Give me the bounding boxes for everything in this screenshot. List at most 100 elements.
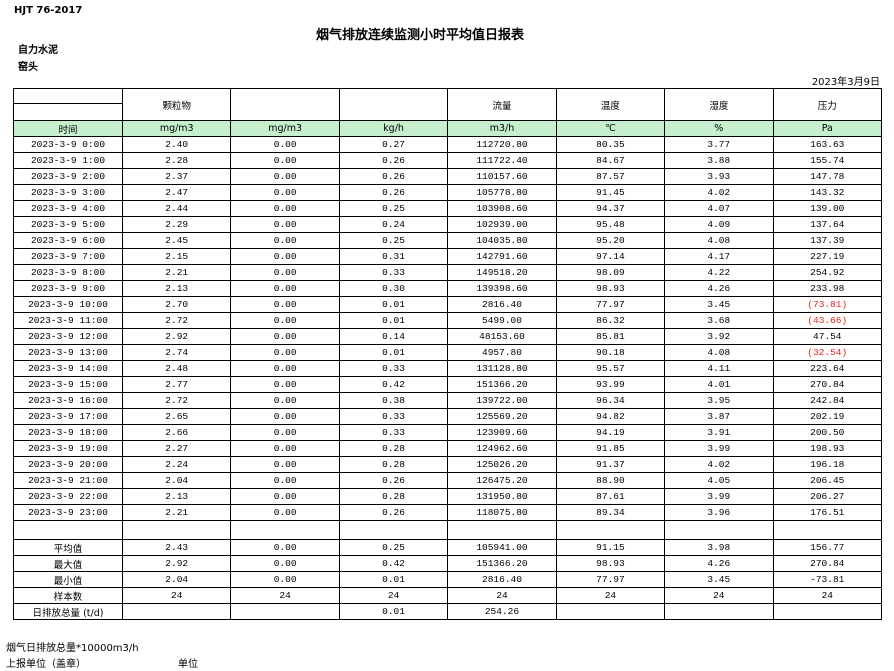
table-row: 2023-3-9 15:00 2.77 0.00 0.42 151366.20 93.99… (13, 376, 883, 393)
table-cell: 94.19 (555, 424, 666, 441)
report-date: 2023年3月9日 (811, 77, 880, 88)
table-cell: 0.01 (338, 312, 449, 329)
table-cell: 2.21 (121, 264, 232, 281)
table-cell: 0.00 (230, 472, 340, 489)
table-row: 2023-3-9 20:00 2.24 0.00 0.28 125026.20 91.37… (13, 456, 883, 473)
table-cell: 105778.80 (447, 184, 557, 201)
table-cell: kg/h (338, 120, 449, 137)
table-cell: 2023-3-9 5:00 (13, 216, 123, 233)
table-cell: 2023-3-9 14:00 (13, 360, 123, 377)
table-row: 2023-3-9 14:00 2.48 0.00 0.33 131128.80 95.57… (13, 360, 883, 377)
table-cell: Pa (772, 120, 883, 137)
table-cell: 2.13 (121, 488, 232, 505)
table-cell (664, 520, 774, 540)
table-cell: 124962.60 (447, 440, 557, 457)
table-cell: 颗粒物 (121, 88, 232, 121)
table-cell: 0.24 (338, 216, 449, 233)
table-cell: 139398.60 (447, 280, 557, 297)
table-cell (555, 603, 666, 620)
table-cell: 最大值 (13, 555, 123, 572)
table-cell: 91.37 (555, 456, 666, 473)
table-cell: 0.42 (338, 555, 449, 572)
table-cell: 2.70 (121, 296, 232, 313)
table-cell (121, 520, 232, 540)
table-cell: (43.66) (772, 312, 883, 329)
table-cell: 163.63 (772, 136, 883, 153)
table-cell: 0.27 (338, 136, 449, 153)
table-cell: 0.33 (338, 424, 449, 441)
table-cell: 94.82 (555, 408, 666, 425)
table-row: 2023-3-9 13:00 2.74 0.00 0.01 4957.80 90.18 4.… (13, 344, 883, 361)
table-cell: 0.00 (230, 232, 340, 249)
table-cell: -73.81 (772, 571, 883, 588)
footer-note: 烟气日排放总量*10000m3/h (6, 643, 139, 654)
table-cell: 233.98 (772, 280, 883, 297)
table-cell: 151366.20 (447, 376, 557, 393)
table-row: 2023-3-9 17:00 2.65 0.00 0.33 125569.20 94.82… (13, 408, 883, 425)
table-cell: 0.00 (230, 168, 340, 185)
table-cell: 91.85 (555, 440, 666, 457)
table-cell: 2.15 (121, 248, 232, 265)
table-cell: 223.64 (772, 360, 883, 377)
table-row: 2023-3-9 16:00 2.72 0.00 0.38 139722.00 96.34… (13, 392, 883, 409)
table-cell: 0.28 (338, 456, 449, 473)
table-cell: 时间 (13, 120, 123, 137)
table-cell: 85.81 (555, 328, 666, 345)
table-cell: 94.37 (555, 200, 666, 217)
table-cell: 0.00 (230, 555, 340, 572)
table-cell: 2023-3-9 16:00 (13, 392, 123, 409)
table-cell: 0.01 (338, 296, 449, 313)
table-cell: 2023-3-9 9:00 (13, 280, 123, 297)
table-cell: 3.96 (664, 504, 774, 521)
table-cell: 0.00 (230, 264, 340, 281)
table-cell: 2.66 (121, 424, 232, 441)
table-cell: 24 (447, 587, 557, 604)
table-row: 2023-3-9 2:00 2.37 0.00 0.26 110157.60 87.57 3… (13, 168, 883, 185)
table-cell: 202.19 (772, 408, 883, 425)
report-table: 颗粒物 流量 温度 湿度 压力 时间 mg/m3 mg/m3 kg/h m3/h ℃% Pa 2023-… (13, 88, 883, 620)
table-cell: 2023-3-9 23:00 (13, 504, 123, 521)
table-row: 最小值 2.04 0.00 0.01 2816.40 77.97 3.45 -73.81 (13, 571, 883, 588)
table-cell: 104035.80 (447, 232, 557, 249)
table-cell: 平均值 (13, 539, 123, 556)
table-cell: 102939.00 (447, 216, 557, 233)
table-cell: 137.64 (772, 216, 883, 233)
table-cell: 0.25 (338, 232, 449, 249)
table-row: 2023-3-9 7:00 2.15 0.00 0.31 142791.60 97.14 4… (13, 248, 883, 265)
table-cell: 2023-3-9 18:00 (13, 424, 123, 441)
table-cell: 151366.20 (447, 555, 557, 572)
table-cell: 0.42 (338, 376, 449, 393)
table-cell (664, 603, 774, 620)
table-row: 2023-3-9 4:00 2.44 0.00 0.25 103908.60 94.37 4… (13, 200, 883, 217)
table-cell: 0.00 (230, 504, 340, 521)
footer-unit-seal: 上报单位（盖章） (6, 659, 86, 670)
table-row: 2023-3-9 11:00 2.72 0.00 0.01 5499.00 86.32 3.… (13, 312, 883, 329)
table-cell: 2.92 (121, 555, 232, 572)
table-cell: 0.28 (338, 488, 449, 505)
table-cell: 0.33 (338, 408, 449, 425)
table-cell: 103908.60 (447, 200, 557, 217)
table-cell: 0.25 (338, 539, 449, 556)
table-cell: 4.09 (664, 216, 774, 233)
table-cell: 2.77 (121, 376, 232, 393)
table-cell: 4.05 (664, 472, 774, 489)
table-cell: 90.18 (555, 344, 666, 361)
table-cell: 2816.40 (447, 571, 557, 588)
table-cell: m3/h (447, 120, 557, 137)
table-cell: 2023-3-9 1:00 (13, 152, 123, 169)
table-cell: 142791.60 (447, 248, 557, 265)
table-cell: 0.00 (230, 152, 340, 169)
table-cell: 4.17 (664, 248, 774, 265)
table-cell: 98.93 (555, 280, 666, 297)
table-cell: (73.81) (772, 296, 883, 313)
table-cell (772, 603, 883, 620)
table-cell: 91.15 (555, 539, 666, 556)
table-cell: 2023-3-9 8:00 (13, 264, 123, 281)
table-cell: 3.77 (664, 136, 774, 153)
table-cell: 2.04 (121, 571, 232, 588)
table-cell: (32.54) (772, 344, 883, 361)
table-cell: 2023-3-9 7:00 (13, 248, 123, 265)
table-cell: 206.45 (772, 472, 883, 489)
table-cell: 0.01 (338, 603, 449, 620)
table-cell: 0.26 (338, 168, 449, 185)
